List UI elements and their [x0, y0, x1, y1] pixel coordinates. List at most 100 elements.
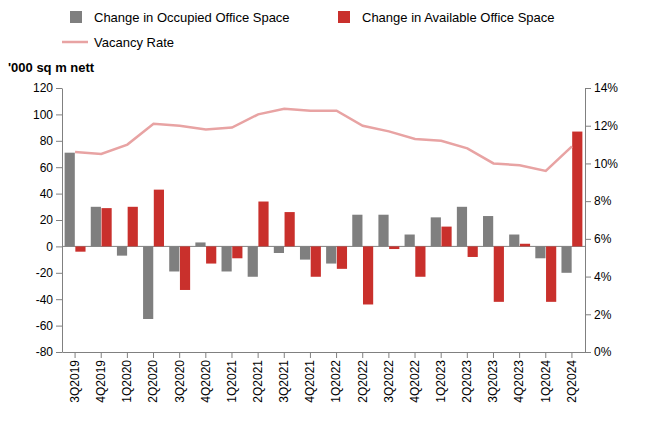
bar [117, 246, 127, 255]
x-tick: 2Q2021 [251, 352, 265, 403]
x-tick-label: 3Q2021 [277, 360, 291, 403]
bar [206, 246, 216, 263]
y-tick: 40 [40, 187, 62, 201]
x-tick-label: 3Q2022 [382, 360, 396, 403]
x-tick: 1Q2022 [329, 352, 343, 403]
x-tick-mark [127, 352, 128, 358]
x-axis: 3Q20194Q20191Q20202Q20203Q20204Q20201Q20… [63, 352, 586, 403]
y2-tick: 10% [585, 157, 618, 171]
y2-tick: 2% [585, 308, 612, 322]
x-tick-label: 4Q2020 [199, 360, 213, 403]
y2-tick-mark [585, 277, 591, 278]
y-tick-mark [56, 141, 62, 142]
legend-swatch [338, 11, 350, 23]
y2-tick-mark [585, 314, 591, 315]
y-tick-mark [56, 194, 62, 195]
bar [415, 246, 425, 276]
axis-line [63, 352, 586, 353]
y-tick-label: 120 [33, 81, 53, 95]
bar [326, 246, 336, 263]
legend-swatch [70, 11, 82, 23]
bar [101, 208, 111, 246]
bar [300, 246, 310, 259]
x-tick-mark [101, 352, 102, 358]
bar [468, 246, 478, 257]
y-tick: -80 [36, 345, 62, 359]
x-tick-mark [388, 352, 389, 358]
y2-tick-label: 8% [594, 194, 612, 208]
bar [546, 246, 556, 301]
legend-item: Vacancy Rate [62, 35, 174, 50]
bar [337, 246, 347, 268]
x-tick-label: 1Q2024 [539, 360, 553, 403]
y2-tick-mark [585, 126, 591, 127]
y2-tick-label: 6% [594, 232, 612, 246]
bar [441, 227, 451, 247]
y2-tick: 6% [585, 232, 612, 246]
y-tick-mark [56, 220, 62, 221]
y-tick: 80 [40, 134, 62, 148]
x-tick-label: 2Q2024 [565, 360, 579, 403]
y2-tick-mark [585, 88, 591, 89]
x-tick-mark [310, 352, 311, 358]
y2-tick-mark [585, 201, 591, 202]
bar-series [75, 132, 582, 305]
x-tick-label: 2Q2021 [251, 360, 265, 403]
y2-tick-label: 14% [594, 81, 618, 95]
x-tick: 4Q2022 [408, 352, 422, 403]
x-tick: 1Q2021 [225, 352, 239, 403]
axis-line [585, 89, 586, 353]
y2-tick-label: 12% [594, 119, 618, 133]
y-tick-mark [56, 352, 62, 353]
x-tick-mark [258, 352, 259, 358]
bar [494, 246, 504, 301]
bar [431, 217, 441, 246]
x-tick-label: 3Q2023 [486, 360, 500, 403]
y-tick-label: 0 [46, 240, 53, 254]
y-tick-mark [56, 326, 62, 327]
x-tick-mark [153, 352, 154, 358]
y-tick-mark [56, 88, 62, 89]
bar [352, 215, 362, 247]
bar [258, 202, 268, 247]
bar [561, 246, 571, 272]
legend-item: Change in Available Office Space [338, 10, 555, 25]
x-tick: 2Q2022 [356, 352, 370, 403]
bar [65, 153, 75, 247]
legend-label: Vacancy Rate [94, 35, 174, 50]
x-tick-mark [467, 352, 468, 358]
x-tick-label: 4Q2022 [408, 360, 422, 403]
bar [389, 246, 399, 249]
bar [363, 246, 373, 304]
y-tick-label: 60 [40, 161, 54, 175]
line [75, 109, 572, 171]
x-tick: 1Q2020 [120, 352, 134, 403]
y2-tick: 4% [585, 270, 612, 284]
x-tick-mark [336, 352, 337, 358]
x-tick: 2Q2023 [460, 352, 474, 403]
x-tick-mark [415, 352, 416, 358]
y-tick: 20 [40, 213, 62, 227]
y2-tick: 12% [585, 119, 618, 133]
bar [143, 246, 153, 319]
y-tick: -40 [36, 293, 62, 307]
y2-tick-label: 4% [594, 270, 612, 284]
x-tick-label: 1Q2022 [329, 360, 343, 403]
x-tick-label: 2Q2020 [146, 360, 160, 403]
bar [520, 244, 530, 247]
y-tick: 0 [46, 240, 62, 254]
x-tick-label: 2Q2022 [356, 360, 370, 403]
bar [180, 246, 190, 290]
x-tick-mark [231, 352, 232, 358]
bar [248, 246, 258, 276]
y-tick-mark [56, 299, 62, 300]
y-axis-title: '000 sq m nett [8, 60, 95, 75]
x-tick-mark [519, 352, 520, 358]
legend-item: Change in Occupied Office Space [70, 10, 290, 25]
y2-tick: 0% [585, 345, 612, 359]
x-tick: 4Q2020 [199, 352, 213, 403]
bar [311, 246, 321, 276]
y2-axis: 0% 2% 4% 6% 8% 10% 12% 14% [585, 81, 618, 359]
y-tick: 100 [33, 108, 62, 122]
y2-tick-label: 2% [594, 308, 612, 322]
